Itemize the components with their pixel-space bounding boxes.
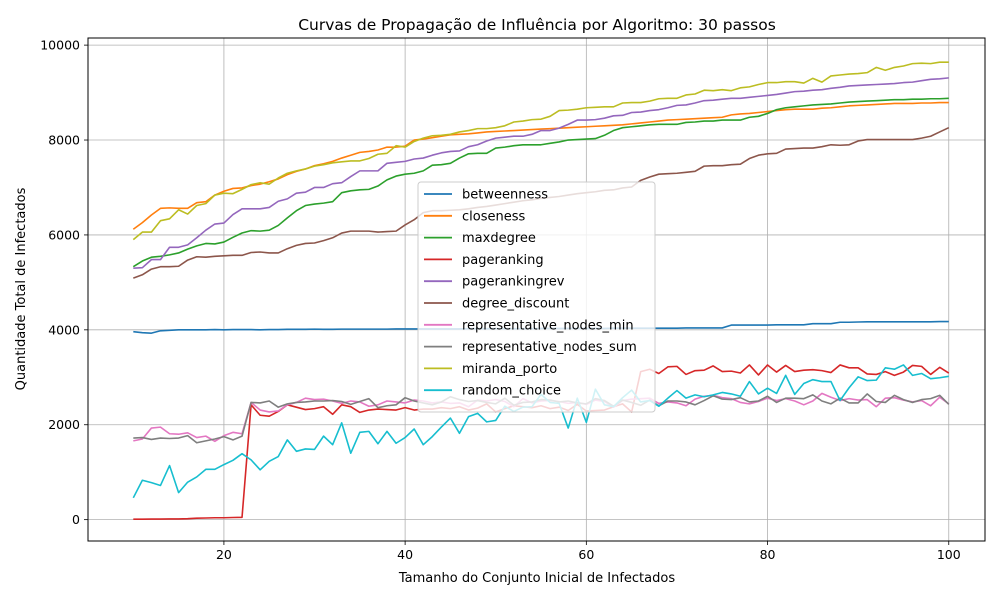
legend-label: representative_nodes_min (462, 318, 634, 333)
series-line-closeness (132, 101, 949, 230)
legend-label: closeness (462, 209, 525, 224)
series-line-miranda-porto (132, 61, 949, 241)
legend-label: miranda_porto (462, 362, 557, 377)
legend: betweenness closeness maxdegree pageranking… (417, 181, 656, 413)
x-axis-label: Tamanho do Conjunto Inicial de Infectado… (398, 571, 675, 586)
legend-label: betweenness (462, 188, 548, 203)
legend-label: degree_discount (462, 297, 569, 312)
legend-label: representative_nodes_sum (462, 340, 637, 355)
x-tick-label: 20 (216, 547, 232, 562)
chart-title: Curvas de Propagação de Influência por A… (298, 16, 776, 34)
y-tick-label: 10000 (40, 38, 80, 53)
y-tick-label: 0 (72, 512, 80, 527)
legend-label: random_choice (462, 384, 561, 399)
plot-frame (87, 37, 986, 542)
series-line-maxdegree (132, 97, 949, 268)
y-tick-label: 8000 (48, 133, 80, 148)
legend-label: pageranking (462, 253, 544, 268)
y-axis-label: Quantidade Total de Infectados (14, 187, 29, 390)
legend-box (417, 181, 656, 413)
x-tick-label: 100 (937, 547, 961, 562)
x-tick-label: 80 (760, 547, 776, 562)
x-tick-label: 40 (397, 547, 413, 562)
legend-label: pagerankingrev (462, 275, 565, 290)
y-tick-label: 2000 (48, 417, 80, 432)
x-tick-label: 60 (578, 547, 594, 562)
y-tick-label: 6000 (48, 227, 80, 242)
series-line-pagerankingrev (133, 77, 949, 269)
axis-ticks: 20 40 60 80 100 0 2000 4000 6000 8000 10000 (40, 38, 960, 562)
legend-label: maxdegree (462, 231, 536, 246)
y-tick-label: 4000 (48, 322, 80, 337)
